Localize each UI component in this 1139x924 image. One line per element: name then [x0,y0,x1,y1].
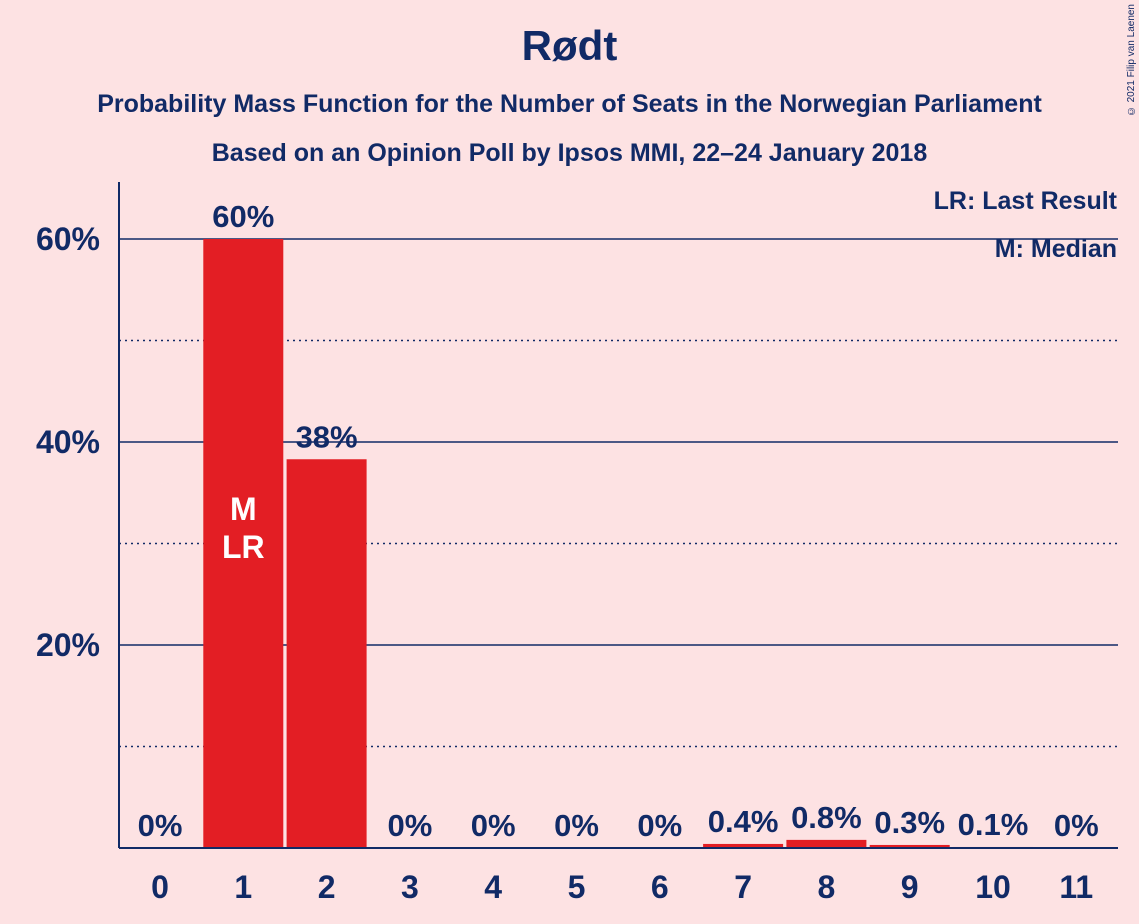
bar [786,839,867,848]
chart-title: Rødt [521,22,618,69]
bar-value-label: 0% [1054,808,1099,843]
bar-value-label: 0.4% [708,804,779,839]
bar-value-label: 0% [471,808,516,843]
x-tick-label: 0 [151,869,169,905]
legend-entry: LR: Last Result [934,187,1118,215]
x-tick-label: 5 [568,869,586,905]
bar-value-label: 0% [138,808,183,843]
x-tick-label: 7 [734,869,752,905]
bar-value-label: 0% [387,808,432,843]
bar-value-label: 0% [637,808,682,843]
x-tick-label: 3 [401,869,419,905]
chart-subtitle-2: Based on an Opinion Poll by Ipsos MMI, 2… [211,139,928,167]
y-tick-label: 20% [36,627,100,663]
y-tick-label: 40% [36,424,100,460]
x-tick-label: 11 [1059,869,1093,905]
bar-value-label: 0% [554,808,599,843]
y-tick-label: 60% [36,221,100,257]
bar [203,239,284,848]
bar [286,459,367,848]
bar-value-label: 0.3% [874,805,945,840]
x-tick-label: 2 [318,869,336,905]
bar [703,843,784,848]
bar-marker-label: M [230,491,257,527]
bar-marker-label: LR [222,529,265,565]
bar [869,844,950,848]
bar-value-label: 60% [212,199,274,234]
x-tick-label: 1 [234,869,252,905]
x-tick-label: 10 [975,869,1011,905]
x-tick-label: 6 [651,869,669,905]
x-tick-label: 9 [901,869,919,905]
bar-value-label: 0.8% [791,800,862,835]
chart-subtitle-1: Probability Mass Function for the Number… [97,90,1042,118]
legend-entry: M: Median [995,235,1117,263]
x-tick-label: 8 [818,869,836,905]
bar-value-label: 38% [296,419,358,454]
bar-value-label: 0.1% [958,807,1029,842]
x-tick-label: 4 [484,869,502,905]
